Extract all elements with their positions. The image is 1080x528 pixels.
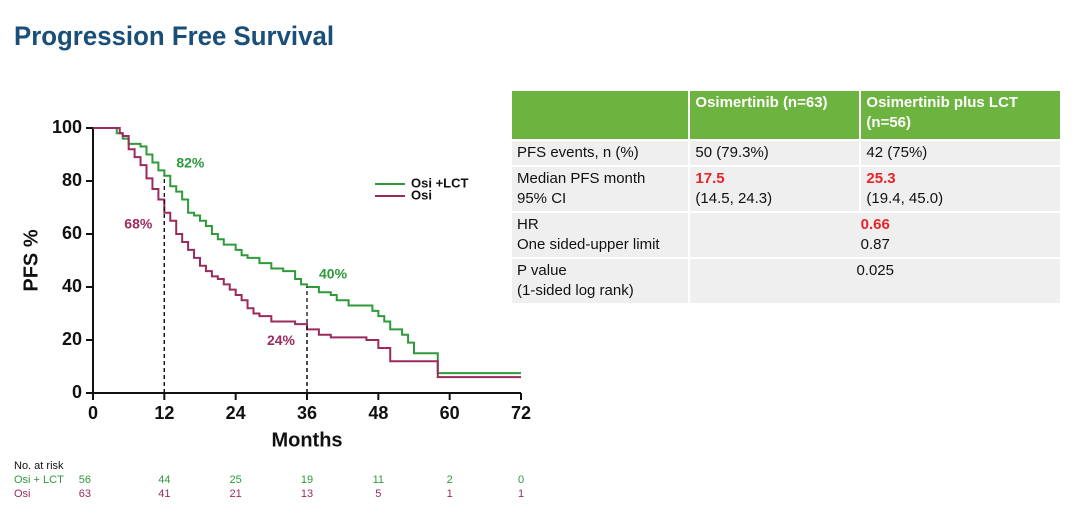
cell-line: 25.3 bbox=[866, 170, 896, 187]
table-row: P value (1-sided log rank) 0.025 bbox=[509, 257, 1062, 305]
risk-count: 13 bbox=[301, 488, 313, 500]
cell: 17.5 (14.5, 24.3) bbox=[688, 165, 862, 213]
y-tick-label: 20 bbox=[62, 329, 82, 349]
annotation-label: 68% bbox=[124, 216, 153, 232]
cell: 42 (75%) bbox=[859, 139, 1062, 167]
header-row: Osimertinib (n=63) Osimertinib plus LCT (… bbox=[509, 89, 1062, 141]
row-label-line: (1-sided log rank) bbox=[517, 282, 634, 299]
risk-count: 5 bbox=[375, 488, 381, 500]
x-tick-label: 36 bbox=[297, 403, 317, 423]
row-label-line: PFS events, n (%) bbox=[517, 144, 639, 161]
legend-label: Osi +LCT bbox=[411, 175, 468, 190]
risk-count: 21 bbox=[230, 488, 242, 500]
row-label: P value (1-sided log rank) bbox=[509, 257, 691, 305]
x-tick-label: 24 bbox=[226, 403, 246, 423]
risk-count: 44 bbox=[158, 474, 170, 486]
row-label-line: P value bbox=[517, 262, 567, 279]
x-tick-label: 12 bbox=[154, 403, 174, 423]
header-cell bbox=[509, 89, 691, 141]
survival-curve bbox=[93, 127, 521, 375]
x-tick-label: 72 bbox=[511, 403, 531, 423]
risk-row-label: Osi bbox=[14, 488, 31, 500]
y-tick-label: 0 bbox=[72, 382, 82, 402]
risk-count: 56 bbox=[79, 474, 91, 486]
row-label: PFS events, n (%) bbox=[509, 139, 691, 167]
y-tick-label: 80 bbox=[62, 170, 82, 190]
annotation-label: 24% bbox=[267, 332, 296, 348]
row-label: Median PFS month 95% CI bbox=[509, 165, 691, 213]
table-row: PFS events, n (%) 50 (79.3%) 42 (75%) bbox=[509, 139, 1062, 167]
cell-line: 50 (79.3%) bbox=[695, 144, 769, 161]
cell-line: (14.5, 24.3) bbox=[695, 190, 773, 207]
risk-count: 19 bbox=[301, 474, 313, 486]
cell-line: 42 (75%) bbox=[866, 144, 928, 161]
y-axis-label: PFS % bbox=[20, 229, 42, 291]
table-row: HR One sided-upper limit 0.66 0.87 bbox=[509, 211, 1062, 259]
cell-line: (19.4, 45.0) bbox=[866, 190, 944, 207]
row-label-line: HR bbox=[517, 216, 539, 233]
page-title: Progression Free Survival bbox=[14, 21, 334, 51]
header-cell: Osimertinib plus LCT (n=56) bbox=[859, 89, 1062, 141]
cell: 50 (79.3%) bbox=[688, 139, 862, 167]
risk-count: 2 bbox=[447, 474, 453, 486]
row-label-line: Median PFS month bbox=[517, 170, 646, 187]
cell-line: 0.87 bbox=[860, 236, 890, 253]
cell: 25.3 (19.4, 45.0) bbox=[859, 165, 1062, 213]
y-tick-label: 40 bbox=[62, 276, 82, 296]
risk-table-title: No. at risk bbox=[14, 460, 64, 472]
risk-row-label: Osi + LCT bbox=[14, 474, 64, 486]
risk-count: 41 bbox=[158, 488, 170, 500]
risk-count: 63 bbox=[79, 488, 91, 500]
x-tick-label: 60 bbox=[440, 403, 460, 423]
annotation-label: 40% bbox=[319, 266, 348, 282]
y-tick-label: 60 bbox=[62, 223, 82, 243]
legend-label: Osi bbox=[411, 187, 432, 202]
y-tick-label: 100 bbox=[52, 117, 82, 137]
risk-count: 1 bbox=[447, 488, 453, 500]
table-row: Median PFS month 95% CI 17.5 (14.5, 24.3) 25… bbox=[509, 165, 1062, 213]
risk-count: 25 bbox=[230, 474, 242, 486]
row-label-line: One sided-upper limit bbox=[517, 236, 660, 253]
x-axis-label: Months bbox=[271, 429, 342, 451]
cell-line: 17.5 bbox=[695, 170, 725, 187]
x-tick-label: 48 bbox=[368, 403, 388, 423]
risk-count: 11 bbox=[373, 474, 384, 486]
cell-line: 0.66 bbox=[860, 216, 890, 233]
header-cell: Osimertinib (n=63) bbox=[688, 89, 862, 141]
cell: 0.66 0.87 bbox=[688, 211, 1062, 259]
cell-line: 0.025 bbox=[856, 262, 894, 279]
annotation-label: 82% bbox=[176, 154, 205, 170]
results-table: Osimertinib (n=63) Osimertinib plus LCT (… bbox=[509, 89, 1062, 305]
row-label: HR One sided-upper limit bbox=[509, 211, 691, 259]
cell: 0.025 bbox=[688, 257, 1062, 305]
row-label-line: 95% CI bbox=[517, 190, 567, 207]
risk-count: 1 bbox=[518, 488, 524, 500]
x-tick-label: 0 bbox=[88, 403, 98, 423]
survival-curve bbox=[93, 127, 521, 379]
risk-count: 0 bbox=[518, 474, 524, 486]
